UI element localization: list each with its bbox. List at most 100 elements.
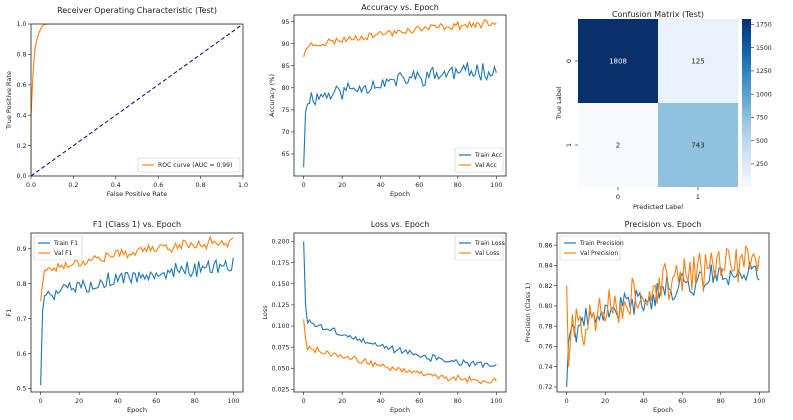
roc-series-group [31,24,243,176]
loss-chart: 0 20 40 60 80 100 0.025 0.050 0.075 0.100 0.125 0.1… [261,220,507,414]
loss-plot-frame [293,232,507,393]
acc-series-group [303,18,497,168]
loss-xtick-label: 100 [490,398,502,405]
cm-cell-value: 1808 [609,58,627,66]
f1-ytick-label: 0.9 [16,246,26,253]
cm-colorbar-tick-label: 1750 [756,22,772,29]
f1-xtick-label: 20 [75,398,83,405]
loss-xlabel: Epoch [390,406,410,414]
acc-xlabel: Epoch [390,190,410,198]
loss-legend: Train Loss Val Loss [454,235,505,261]
loss-series-train-loss [303,241,497,369]
acc-ytick-label: 90 [281,41,289,48]
loss-title: Loss vs. Epoch [371,220,430,229]
loss-series-group [303,241,497,385]
f1-legend-box [33,235,83,261]
loss-ytick-label: 0.100 [271,323,289,330]
roc-xtick-label: 0.0 [26,182,36,189]
prec-ytick-label: 0.80 [538,303,552,310]
prec-ylabel: Precision (Class 1) [524,283,532,342]
loss-xtick-label: 40 [377,398,385,405]
cm-row-label: 1 [565,143,573,147]
f1-xtick-label: 80 [191,398,199,405]
roc-title: Receiver Operating Characteristic (Test) [57,6,217,15]
roc-legend: ROC curve (AUC = 0.99) [137,157,241,173]
prec-legend-label: Train Precision [579,240,624,247]
acc-xtick-label: 80 [454,182,462,189]
cm-cell-value: 743 [691,142,704,150]
f1-ytick-label: 0.5 [16,386,26,393]
f1-series-group [40,235,234,386]
f1-title: F1 (Class 1) vs. Epoch [93,220,181,229]
cm-row-label: 0 [565,59,573,63]
prec-xtick-label: 60 [678,398,686,405]
roc-chart: 0.0 0.2 0.4 0.6 0.8 1.0 0.0 0.2 0.4 0.6 0.8 1.0 Rece… [5,6,248,198]
loss-legend-label: Val Loss [475,250,499,257]
f1-legend-label: Train F1 [53,240,78,247]
roc-xtick-label: 0.8 [196,182,206,189]
prec-ytick-label: 0.86 [538,242,552,249]
loss-ylabel: Loss [261,305,269,320]
acc-xtick-label: 20 [338,182,346,189]
prec-series-group [566,244,760,387]
prec-title: Precision vs. Epoch [625,220,702,229]
cm-xlabel: Predicted Label [633,203,683,211]
cm-colorbar-tick-label: 250 [756,161,768,168]
cm-col-label: 0 [616,193,620,201]
cm-cell [658,103,738,187]
roc-legend-box [137,157,241,173]
loss-xtick-label: 20 [338,398,346,405]
acc-ytick-label: 70 [281,129,289,136]
cm-cell-value: 2 [616,142,620,150]
cm-cell [658,19,738,103]
roc-series-roc-curve-auc-0-99- [31,24,243,176]
loss-xtick-label: 0 [302,398,306,405]
acc-ytick-label: 85 [281,63,289,70]
roc-xtick-label: 0.2 [68,182,78,189]
f1-xtick-label: 0 [39,398,43,405]
f1-legend-label: Val F1 [54,250,73,257]
acc-legend-label: Train Acc [474,152,502,159]
loss-series-val-loss [303,319,497,385]
cm-ylabel: True Label [555,86,563,121]
roc-xlabel: False Positive Rate [107,190,167,198]
f1-xtick-label: 40 [114,398,122,405]
acc-xtick-label: 40 [377,182,385,189]
acc-ytick-label: 65 [281,151,289,158]
f1-series-train-f1 [40,257,234,386]
cm-col-label: 1 [696,193,700,201]
acc-ytick-label: 80 [281,85,289,92]
loss-legend-box [454,235,504,261]
prec-plot-frame [556,232,770,393]
prec-chart: 0 20 40 60 80 100 0.72 0.74 0.76 0.78 0.80 0.82 0.84… [524,220,770,414]
f1-legend: Train F1 Val F1 [33,235,83,261]
acc-xtick-label: 60 [415,182,423,189]
acc-series-val-acc [303,18,497,58]
prec-legend-label: Val Precision [580,250,618,257]
prec-legend-box [559,235,621,261]
cm-title: Confusion Matrix (Test) [612,10,704,19]
cm-chart: Confusion Matrix (Test) 1808 125 2 743 0 1 0 1 Pr… [555,10,772,211]
f1-xtick-label: 60 [152,398,160,405]
roc-ytick-label: 0.4 [16,112,26,119]
acc-legend: Train Acc Val Acc [454,147,504,173]
prec-xtick-label: 80 [717,398,725,405]
prec-ytick-label: 0.72 [538,384,552,391]
acc-chart: 0 20 40 60 80 100 65 70 75 80 85 90 95 Accuracy vs. E… [268,3,507,198]
roc-series-diagonal [31,24,243,176]
prec-xtick-label: 0 [565,398,569,405]
roc-ytick-label: 0.2 [16,143,26,150]
loss-ytick-label: 0.125 [271,302,289,309]
acc-xtick-label: 0 [302,182,306,189]
acc-ytick-label: 75 [281,107,289,114]
loss-ytick-label: 0.175 [271,260,289,267]
prec-xtick-label: 40 [640,398,648,405]
acc-ylabel: Accuracy (%) [268,74,276,117]
cm-colorbar-tick-label: 1250 [756,68,772,75]
loss-legend-label: Train Loss [474,240,505,247]
cm-colorbar-tick-label: 1000 [756,91,772,98]
loss-xtick-label: 80 [454,398,462,405]
prec-ytick-label: 0.84 [538,263,552,270]
prec-xtick-label: 20 [601,398,609,405]
